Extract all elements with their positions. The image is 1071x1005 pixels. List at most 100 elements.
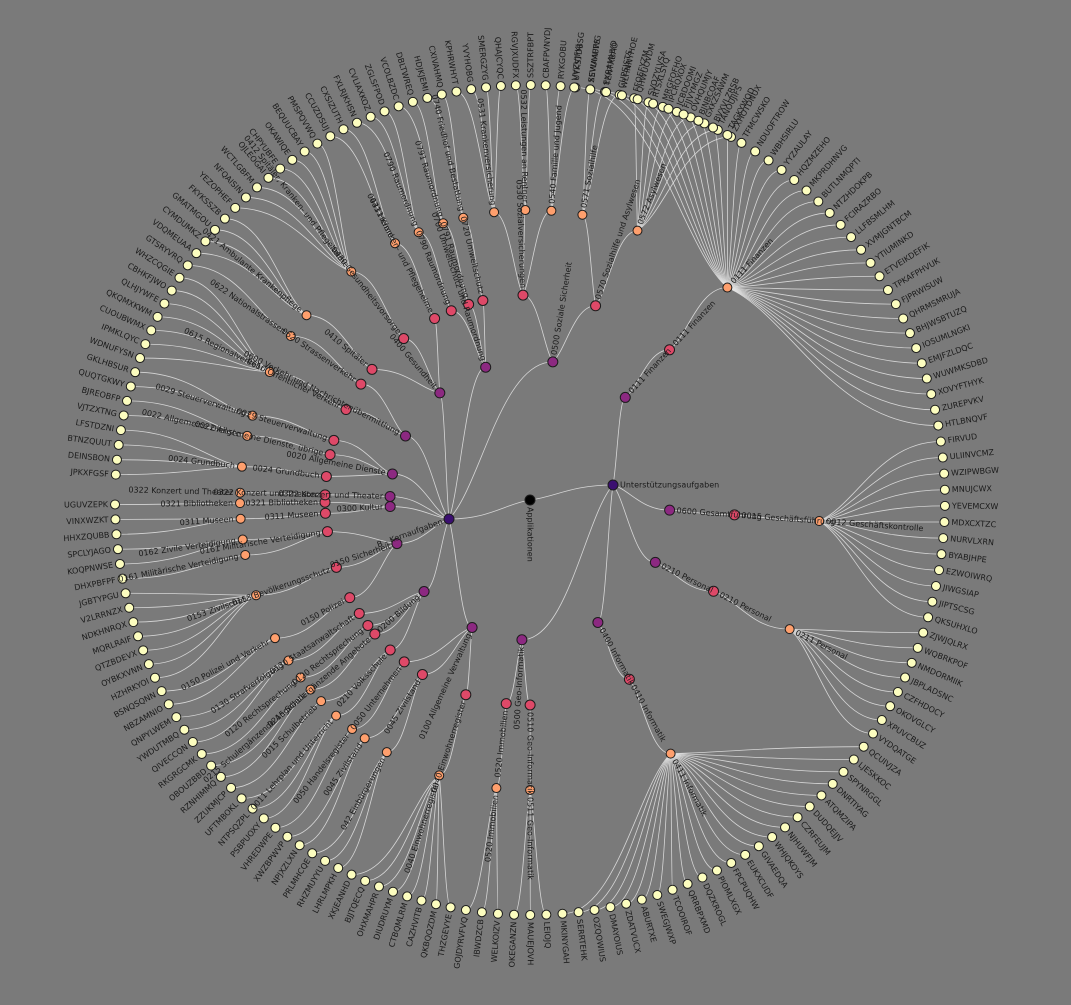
leaf-node[interactable] [403,892,412,901]
leaf-node[interactable] [877,716,886,725]
branch-node[interactable] [241,550,250,559]
leaf-node[interactable] [188,737,197,746]
leaf-node[interactable] [339,125,348,134]
leaf-node[interactable] [526,910,535,919]
leaf-node[interactable] [556,82,565,91]
leaf-node[interactable] [901,673,910,682]
branch-node[interactable] [367,364,377,374]
leaf-node[interactable] [931,405,940,414]
branch-node[interactable] [236,499,245,508]
branch-node[interactable] [492,784,501,793]
leaf-node[interactable] [542,910,551,919]
leaf-node[interactable] [253,183,262,192]
leaf-node[interactable] [510,910,519,919]
leaf-node[interactable] [849,755,858,764]
branch-node[interactable] [430,314,440,324]
branch-node[interactable] [518,290,528,300]
branch-node[interactable] [633,226,642,235]
leaf-node[interactable] [271,823,280,832]
branch-node[interactable] [467,622,477,632]
branch-node[interactable] [271,634,280,643]
branch-node[interactable] [236,514,245,523]
leaf-node[interactable] [366,112,375,121]
branch-node[interactable] [385,645,395,655]
branch-node[interactable] [302,311,311,320]
branch-node[interactable] [591,301,601,311]
leaf-node[interactable] [334,864,343,873]
leaf-node[interactable] [220,214,229,223]
leaf-node[interactable] [814,197,823,206]
leaf-node[interactable] [817,791,826,800]
branch-node[interactable] [345,593,355,603]
leaf-node[interactable] [891,300,900,309]
leaf-node[interactable] [417,896,426,905]
leaf-node[interactable] [388,887,397,896]
leaf-node[interactable] [313,139,322,148]
leaf-node[interactable] [141,340,150,349]
leaf-node[interactable] [622,899,631,908]
leaf-node[interactable] [857,245,866,254]
leaf-node[interactable] [111,470,120,479]
leaf-node[interactable] [111,515,120,524]
branch-node[interactable] [666,749,675,758]
leaf-node[interactable] [886,702,895,711]
leaf-node[interactable] [847,233,856,242]
leaf-node[interactable] [308,849,317,858]
branch-node[interactable] [501,699,511,709]
leaf-node[interactable] [936,437,945,446]
branch-node[interactable] [401,431,411,441]
leaf-node[interactable] [352,118,361,127]
leaf-node[interactable] [777,165,786,174]
leaf-node[interactable] [917,359,926,368]
branch-node[interactable] [399,657,409,667]
leaf-node[interactable] [126,382,135,391]
leaf-node[interactable] [602,88,611,97]
leaf-node[interactable] [147,326,156,335]
leaf-node[interactable] [905,329,914,338]
branch-node[interactable] [723,283,732,292]
leaf-node[interactable] [493,909,502,918]
leaf-node[interactable] [326,132,335,141]
leaf-node[interactable] [606,903,615,912]
leaf-node[interactable] [374,882,383,891]
leaf-node[interactable] [300,147,309,156]
leaf-node[interactable] [940,518,949,527]
leaf-node[interactable] [649,99,658,108]
leaf-node[interactable] [928,597,937,606]
leaf-node[interactable] [907,658,916,667]
leaf-node[interactable] [131,368,140,377]
leaf-node[interactable] [570,83,579,92]
branch-node[interactable] [517,635,527,645]
branch-node[interactable] [548,357,558,367]
leaf-node[interactable] [883,286,892,295]
branch-node[interactable] [478,295,488,305]
leaf-node[interactable] [119,411,128,420]
leaf-node[interactable] [116,426,125,435]
root-node[interactable] [525,495,535,505]
leaf-node[interactable] [558,909,567,918]
leaf-node[interactable] [134,632,143,641]
leaf-node[interactable] [927,390,936,399]
leaf-node[interactable] [899,314,908,323]
branch-node[interactable] [578,210,587,219]
leaf-node[interactable] [805,802,814,811]
leaf-node[interactable] [866,258,875,267]
branch-node[interactable] [387,469,397,479]
leaf-node[interactable] [144,660,153,669]
leaf-node[interactable] [913,643,922,652]
leaf-node[interactable] [825,208,834,217]
leaf-node[interactable] [288,155,297,164]
leaf-node[interactable] [150,673,159,682]
leaf-node[interactable] [197,749,206,758]
leaf-node[interactable] [446,903,455,912]
leaf-node[interactable] [664,104,673,113]
branch-node[interactable] [385,491,395,501]
leaf-node[interactable] [136,354,145,363]
branch-node[interactable] [356,379,366,389]
leaf-node[interactable] [175,273,184,282]
leaf-node[interactable] [461,906,470,915]
leaf-node[interactable] [922,374,931,383]
leaf-node[interactable] [839,767,848,776]
branch-node[interactable] [363,620,373,630]
leaf-node[interactable] [231,203,240,212]
